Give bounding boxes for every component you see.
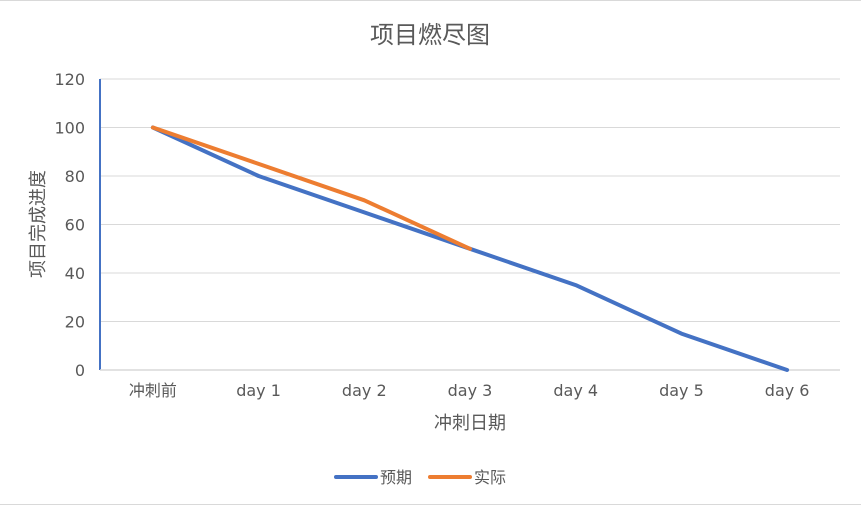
- legend: 预期 实际: [334, 468, 506, 487]
- chart-title: 项目燃尽图: [370, 21, 490, 49]
- y-tick-label: 40: [65, 264, 85, 283]
- series-line: [150, 125, 472, 251]
- x-tick-label: day 5: [659, 381, 704, 400]
- y-axis-title: 项目完成进度: [28, 170, 49, 278]
- y-tick-label: 100: [54, 119, 85, 138]
- x-tick-label: 冲刺前: [129, 381, 177, 400]
- y-tick-label: 80: [65, 167, 85, 186]
- y-tick-label: 20: [65, 313, 85, 332]
- x-axis-tick-labels: 冲刺前 day 1 day 2 day 3 day 4 day 5 day 6: [129, 381, 810, 400]
- x-tick-label: day 2: [342, 381, 387, 400]
- y-tick-label: 60: [65, 216, 85, 235]
- x-tick-label: day 1: [236, 381, 281, 400]
- x-tick-label: day 6: [765, 381, 810, 400]
- series-lines: [150, 125, 790, 372]
- gridlines: [100, 78, 840, 322]
- axes: [99, 79, 840, 371]
- x-tick-label: day 4: [553, 381, 598, 400]
- x-tick-label: day 3: [448, 381, 493, 400]
- y-tick-label: 0: [75, 361, 85, 380]
- y-axis-tick-labels: 0 20 40 60 80 100 120: [54, 70, 85, 380]
- x-axis-title: 冲刺日期: [434, 413, 506, 434]
- y-tick-label: 120: [54, 70, 85, 89]
- legend-label: 实际: [474, 468, 506, 487]
- legend-label: 预期: [380, 468, 412, 487]
